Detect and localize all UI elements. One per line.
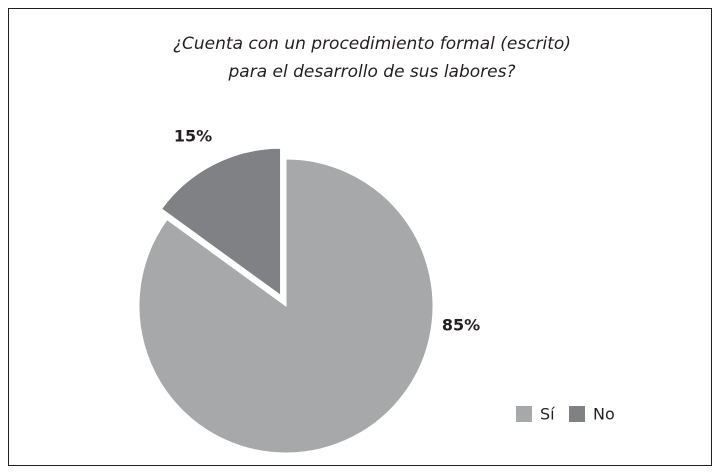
pie-slice <box>138 158 434 454</box>
value-label: 85% <box>442 316 480 335</box>
legend-swatch <box>569 406 585 422</box>
pie-slice <box>160 147 282 297</box>
chart-title: ¿Cuenta con un procedimiento formal (esc… <box>173 34 571 54</box>
legend-label: No <box>593 405 615 424</box>
value-label: 15% <box>174 127 212 146</box>
chart-title: para el desarrollo de sus labores? <box>228 62 516 82</box>
legend-label: Sí <box>540 405 555 424</box>
legend-swatch <box>516 406 532 422</box>
